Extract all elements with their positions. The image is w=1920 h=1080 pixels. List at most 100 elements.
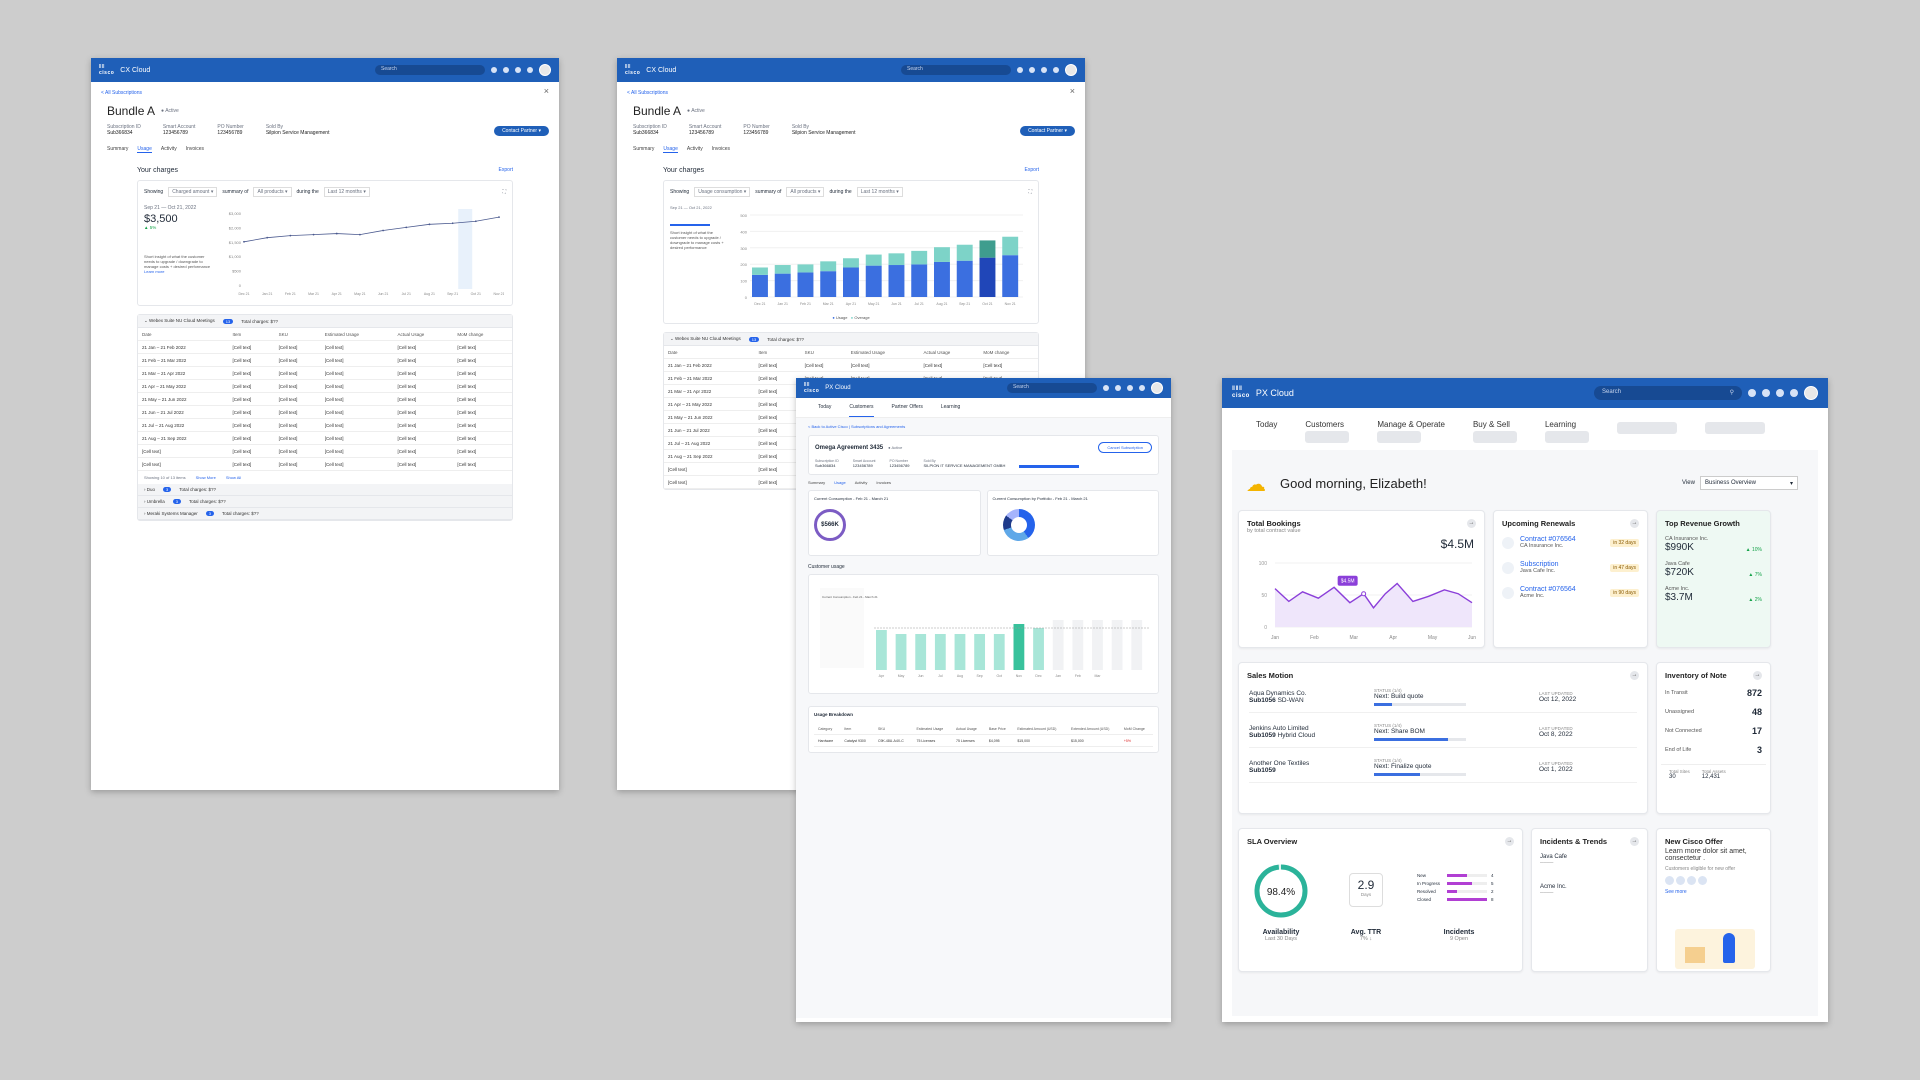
arrow-right-icon[interactable]: → bbox=[1505, 837, 1514, 846]
grid-icon[interactable] bbox=[1017, 67, 1023, 73]
avatar[interactable] bbox=[1804, 386, 1818, 400]
learn-more-link[interactable]: Learn more bbox=[144, 269, 165, 274]
group-header[interactable]: ⌄ Webex Suite NU Cloud Meetings 13 Total c… bbox=[138, 315, 512, 328]
table-row[interactable]: 21 Jan – 21 Feb 2022 [Cell text] [Cell tex… bbox=[138, 340, 512, 354]
search-input[interactable]: Search ⚲ bbox=[1594, 386, 1742, 400]
contact-partner-button[interactable]: Contact Partner ▾ bbox=[1020, 126, 1075, 136]
help-icon[interactable] bbox=[503, 67, 509, 73]
view-select[interactable]: Business Overview ▾ bbox=[1700, 476, 1798, 490]
inventory-item[interactable]: End of Life 3 bbox=[1665, 745, 1762, 755]
export-link[interactable]: Export bbox=[498, 167, 513, 173]
export-link[interactable]: Export bbox=[1024, 167, 1039, 173]
product-select[interactable]: All products ▾ bbox=[786, 187, 825, 197]
bell-icon[interactable] bbox=[1139, 385, 1145, 391]
tab-usage[interactable]: Usage bbox=[663, 146, 678, 153]
tab-learning[interactable]: Learning bbox=[940, 404, 961, 410]
help-icon[interactable] bbox=[1029, 67, 1035, 73]
tab-invoices[interactable]: Invoices bbox=[185, 146, 205, 152]
bell-icon[interactable] bbox=[1053, 67, 1059, 73]
table-row[interactable]: [Cell text][Cell text][Cell text][Cell t… bbox=[138, 444, 512, 458]
renewal-item[interactable]: Contract #076564 CA Insurance Inc. in 32 d… bbox=[1502, 536, 1639, 549]
back-link[interactable]: < Back to Active Cisco | Subscriptions a… bbox=[808, 424, 906, 429]
inventory-item[interactable]: Not Connected 17 bbox=[1665, 726, 1762, 736]
arrow-right-icon[interactable]: → bbox=[1630, 519, 1639, 528]
tab-summary[interactable]: Summary bbox=[808, 480, 826, 485]
tab-invoices[interactable]: Invoices bbox=[711, 146, 731, 152]
tab-summary[interactable]: Summary bbox=[107, 146, 129, 152]
avatar[interactable] bbox=[539, 64, 551, 76]
nav-learning[interactable]: Learning bbox=[1544, 420, 1589, 455]
renewal-item[interactable]: Subscription Java Cafe Inc. in 47 days bbox=[1502, 561, 1639, 574]
group-header[interactable]: › Duo 3 Total charges: $?? bbox=[138, 484, 512, 496]
inventory-item[interactable]: In Transit 872 bbox=[1665, 688, 1762, 698]
tab-summary[interactable]: Summary bbox=[633, 146, 655, 152]
gear-icon[interactable] bbox=[1748, 389, 1756, 397]
group-header[interactable]: › Meraki Systems Manager 3 Total charges: … bbox=[138, 508, 512, 520]
bell-icon[interactable] bbox=[527, 67, 533, 73]
grid-icon[interactable] bbox=[1103, 385, 1109, 391]
arrow-right-icon[interactable]: → bbox=[1630, 837, 1639, 846]
tab-today[interactable]: Today bbox=[818, 404, 832, 410]
tab-usage[interactable]: Usage bbox=[834, 480, 846, 485]
metric-select[interactable]: Usage consumption ▾ bbox=[694, 187, 751, 197]
arrow-right-icon[interactable]: → bbox=[1467, 519, 1476, 528]
cancel-subscription-button[interactable]: Cancel Subscription bbox=[1098, 442, 1152, 453]
table-row[interactable]: 21 Mar – 21 Apr 2022[Cell text][Cell tex… bbox=[138, 366, 512, 380]
arrow-right-icon[interactable]: → bbox=[1630, 671, 1639, 680]
inventory-item[interactable]: Unassigned 48 bbox=[1665, 707, 1762, 717]
table-row[interactable]: 21 Apr – 21 May 2022[Cell text][Cell tex… bbox=[138, 379, 512, 393]
metric-select[interactable]: Charged amount ▾ bbox=[168, 187, 218, 197]
sales-item[interactable]: Another One Textiles Sub1059 STATUS (1/4)… bbox=[1249, 758, 1637, 783]
tab-customers[interactable]: Customers bbox=[849, 404, 874, 417]
table-row[interactable]: 21 Jul – 21 Aug 2022[Cell text][Cell tex… bbox=[138, 418, 512, 432]
product-select[interactable]: All products ▾ bbox=[253, 187, 292, 197]
nav-buy-sell[interactable]: Buy & Sell bbox=[1472, 420, 1517, 455]
table-row[interactable]: 21 Jan – 21 Feb 2022 [Cell text] [Cell tex… bbox=[664, 358, 1038, 372]
period-select[interactable]: Last 12 months ▾ bbox=[856, 187, 903, 197]
arrow-right-icon[interactable]: → bbox=[1753, 671, 1762, 680]
back-link[interactable]: < All Subscriptions bbox=[627, 90, 668, 96]
search-input[interactable]: Search bbox=[375, 65, 485, 75]
expand-icon[interactable]: ⛶ bbox=[502, 189, 506, 195]
table-row[interactable]: 21 May – 21 Jun 2022[Cell text][Cell tex… bbox=[138, 392, 512, 406]
show-more-link[interactable]: Show More bbox=[195, 475, 216, 480]
search-input[interactable]: Search bbox=[901, 65, 1011, 75]
gear-icon[interactable] bbox=[1127, 385, 1133, 391]
table-row[interactable]: 21 Feb – 21 Mar 2022[Cell text][Cell tex… bbox=[138, 353, 512, 367]
help-icon[interactable] bbox=[1115, 385, 1121, 391]
sales-item[interactable]: Aqua Dynamics Co. Sub1056 SD-WAN STATUS (1… bbox=[1249, 688, 1637, 713]
table-row[interactable]: [Cell text][Cell text][Cell text][Cell t… bbox=[138, 457, 512, 471]
group-header[interactable]: › Umbrella 3 Total charges: $?? bbox=[138, 496, 512, 508]
bell-icon[interactable] bbox=[1790, 389, 1798, 397]
expand-icon[interactable]: ⛶ bbox=[1028, 189, 1032, 195]
period-select[interactable]: Last 12 months ▾ bbox=[323, 187, 370, 197]
see-more-link[interactable]: See more bbox=[1665, 889, 1687, 895]
grid-icon[interactable] bbox=[1776, 389, 1784, 397]
group-header[interactable]: ⌄ Webex Suite NU Cloud Meetings 13 Total c… bbox=[664, 333, 1038, 346]
search-input[interactable]: Search bbox=[1007, 383, 1097, 393]
table-row[interactable]: 21 Jun – 21 Jul 2022[Cell text][Cell tex… bbox=[138, 405, 512, 419]
back-link[interactable]: < All Subscriptions bbox=[101, 90, 142, 96]
nav-manage-operate[interactable]: Manage & Operate bbox=[1377, 420, 1445, 455]
grid-icon[interactable] bbox=[491, 67, 497, 73]
close-icon[interactable]: × bbox=[1069, 86, 1075, 96]
tab-usage[interactable]: Usage bbox=[137, 146, 152, 153]
tab-partner-offers[interactable]: Partner Offers bbox=[891, 404, 923, 410]
table-row[interactable]: Hardware Catalyst 9300 C9K-48U-A4X-C 75 Lic… bbox=[814, 734, 1153, 747]
gear-icon[interactable] bbox=[515, 67, 521, 73]
tab-activity[interactable]: Activity bbox=[160, 146, 177, 152]
close-icon[interactable]: × bbox=[543, 86, 549, 96]
contact-partner-button[interactable]: Contact Partner ▾ bbox=[494, 126, 549, 136]
table-row[interactable]: 21 Aug – 21 Sep 2022[Cell text][Cell tex… bbox=[138, 431, 512, 445]
sales-item[interactable]: Jenkins Auto Limited Sub1059 Hybrid Cloud… bbox=[1249, 723, 1637, 748]
gear-icon[interactable] bbox=[1041, 67, 1047, 73]
tab-invoices[interactable]: Invoices bbox=[876, 480, 892, 485]
tab-activity[interactable]: Activity bbox=[854, 480, 868, 485]
help-icon[interactable] bbox=[1762, 389, 1770, 397]
avatar[interactable] bbox=[1151, 382, 1163, 394]
nav-customers[interactable]: Customers bbox=[1305, 420, 1350, 455]
show-all-link[interactable]: Show All bbox=[225, 475, 242, 480]
renewal-item[interactable]: Contract #076564 Acme Inc. in 90 days bbox=[1502, 586, 1639, 599]
avatar[interactable] bbox=[1065, 64, 1077, 76]
tab-activity[interactable]: Activity bbox=[686, 146, 703, 152]
